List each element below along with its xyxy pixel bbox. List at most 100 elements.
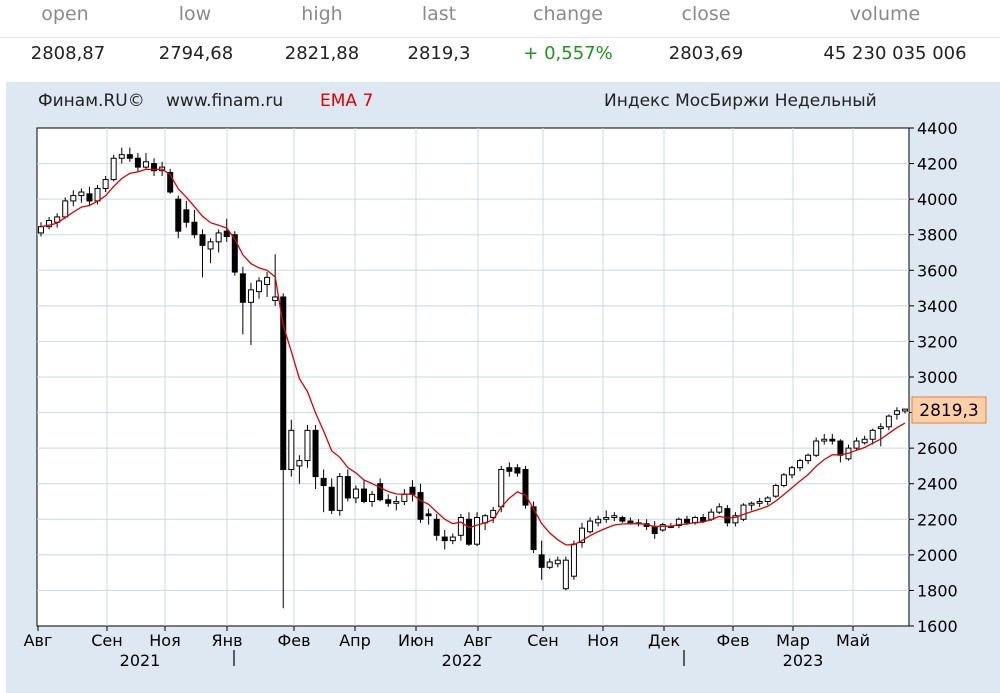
candle-body [296,460,303,467]
last-price-box [911,396,987,424]
candle-body [732,515,739,524]
candle-body [377,483,384,501]
change-value: + 0,557% [523,43,613,64]
candle-body [312,429,319,478]
y-axis: 4400420040003800360034003200300028002600… [909,119,958,636]
candle-body [272,296,279,302]
y-tick-label: 4000 [917,190,958,209]
candle-body [110,157,117,181]
candle-body [86,193,93,202]
candle-body [46,219,53,228]
candle-body [223,230,230,237]
candle-body [797,460,804,469]
candle-body [538,554,545,568]
candle-body [54,216,61,223]
candle-body [256,280,263,293]
candle-body [199,234,206,246]
y-tick-label: 4200 [917,155,958,174]
candle-body [457,517,464,536]
candle-body [788,467,795,476]
candle-body [514,467,521,474]
candle-body [215,232,222,243]
candle-body [764,497,771,503]
x-tick-label: Апр [339,631,371,650]
y-tick-label: 4400 [917,119,958,138]
candle-body [231,234,238,273]
candle-body [304,429,311,462]
x-tick-label: Июн [398,631,434,650]
candle-body [264,276,271,286]
candle-body [861,438,868,444]
candle-body [748,502,755,506]
x-tick-label: Ноя [587,631,618,650]
y-tick-label: 3800 [917,226,958,245]
candle-body [280,296,287,470]
y-tick-label: 3200 [917,332,958,351]
candles [38,147,908,609]
candle-body [756,501,763,504]
x-year-label: 2021 [120,651,161,670]
x-year-label: 2023 [783,651,824,670]
volume-value: 45 230 035 006 [823,43,967,64]
y-tick-label: 2600 [917,439,958,458]
x-tick-label: Янв [211,631,242,650]
quote-table: open low high last change close volume 2… [0,0,1000,74]
candle-body [651,525,658,535]
change-header: change [533,3,603,25]
candle-body [369,493,376,502]
candle-body [70,195,77,202]
candle-body [554,559,561,565]
candle-body [772,484,779,497]
candle-body [441,536,448,542]
y-tick-label: 2400 [917,475,958,494]
candle-body [175,198,182,232]
x-tick-label: Фев [277,631,310,650]
chart-source-label: Финам.RU© [38,91,145,111]
high-header: high [301,3,343,25]
candle-body [579,527,586,543]
y-tick-label: 1600 [917,617,958,636]
open-header: open [41,3,89,25]
candle-body [183,209,190,223]
chart-site-label: www.finam.ru [166,91,284,111]
volume-header: volume [849,3,921,25]
candle-body [627,520,634,524]
candle-body [239,273,246,303]
candle-body [587,520,594,533]
candle-body [675,518,682,527]
table-divider [0,37,1000,38]
x-tick-label: Сен [527,631,558,650]
ema-indicator-label: EMA 7 [320,91,374,111]
candle-body [433,518,440,536]
candle-body [659,524,666,531]
candle-body [716,506,723,513]
x-tick-label: Дек [648,631,680,650]
candle-body [570,543,577,577]
x-tick-label: Сен [91,631,122,650]
candle-body [853,440,860,449]
open-value: 2808,87 [30,43,106,64]
x-year-label: 2022 [442,651,483,670]
candle-body [167,171,174,193]
candle-body [837,440,844,456]
low-value: 2794,68 [158,43,234,64]
last-value: 2819,3 [407,43,471,64]
candle-body [385,499,392,504]
candle-body [498,468,505,508]
candle-body [619,517,626,522]
candle-body [38,226,44,234]
chart-title: Индекс МосБиржи Недельный [604,91,877,111]
candle-body [506,467,513,472]
y-tick-label: 1800 [917,581,958,600]
candle-body [562,559,569,590]
candle-body [465,518,472,545]
candle-body [62,200,69,218]
candle-body [546,561,553,568]
candle-body [417,492,424,520]
x-axis: Авг Сен Ноя Янв Фев Апр Июн Авг Сен Ноя Дек Фев Мар М… [24,626,870,670]
candle-body [142,161,149,168]
y-tick-label: 2000 [917,546,958,565]
candle-body [821,438,828,442]
candle-body [344,476,351,499]
